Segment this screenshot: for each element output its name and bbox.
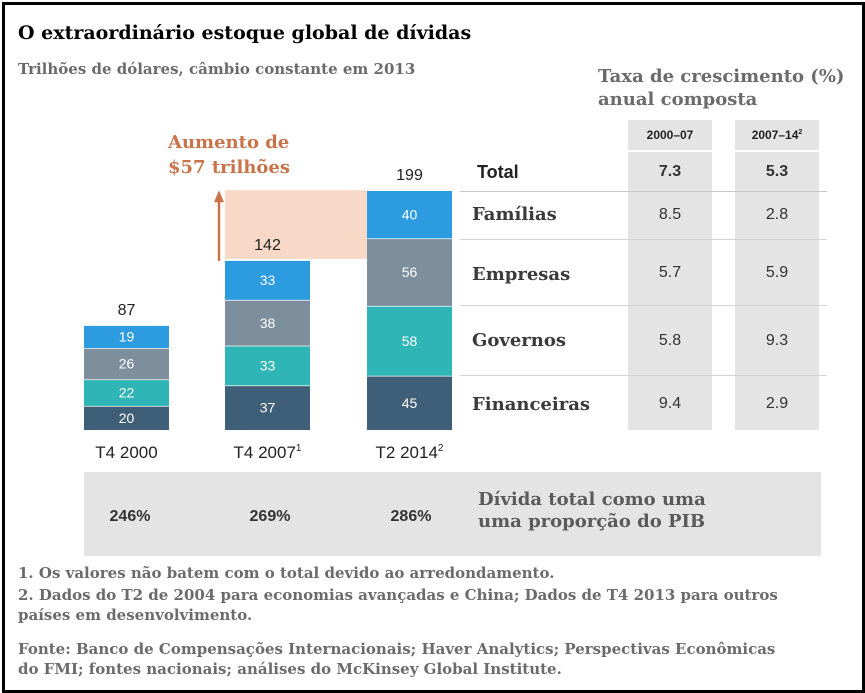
gdp-value-2014: 286% (390, 508, 432, 525)
growth-total-2007-14: 5.3 (765, 163, 789, 180)
bar-segment-famílias (367, 190, 452, 239)
growth-governos-2007-14: 9.3 (765, 332, 789, 349)
footnote-2-line2: países em desenvolvimento. (18, 606, 253, 624)
bar-value-label: 19 (119, 329, 135, 345)
footnote-1: 1. Os valores não batem com o total devi… (18, 564, 555, 582)
growth-head-sep1 (628, 150, 712, 152)
chart-subtitle: Trilhões de dólares, câmbio constante em… (18, 60, 416, 78)
growth-table-title: Taxa de crescimento (%) anual composta (598, 65, 844, 111)
source-note-line1: Fonte: Banco de Compensações Internacion… (18, 640, 776, 658)
growth-col2-head: 2007–142 (751, 128, 803, 142)
growth-table-title-line2: anual composta (598, 89, 758, 110)
growth-empresas-2007-14: 5.9 (765, 264, 789, 281)
bar-segment-financeiras (225, 385, 310, 430)
bar-value-label: 37 (260, 400, 276, 416)
bar-value-label: 33 (260, 272, 276, 288)
bar-segment-financeiras (84, 405, 169, 430)
growth-col1-bg (628, 120, 712, 430)
category-label-empresas: Empresas (472, 264, 571, 285)
category-label-financeiras: Financeiras (472, 394, 590, 415)
bar-segment-governos (367, 305, 452, 376)
source-note-line2: do FMI; fontes nacionais; análises do Mc… (18, 660, 562, 678)
growth-total-2000-07: 7.3 (658, 163, 682, 180)
bar-value-label: 45 (402, 395, 418, 411)
source-note: Fonte: Banco de Compensações Internacion… (18, 639, 775, 679)
growth-row-line (460, 191, 827, 192)
chart-title: O extraordinário estoque global de dívid… (18, 22, 472, 44)
bar-value-label: 33 (260, 358, 276, 374)
gdp-row-bg (84, 472, 821, 556)
increase-arrow-head (214, 190, 224, 203)
bar-segment-governos (225, 345, 310, 386)
bar-value-label: 22 (119, 385, 135, 401)
category-label-governos: Governos (472, 330, 566, 351)
growth-row-line (460, 305, 827, 306)
growth-financeiras-2000-07: 9.4 (658, 395, 682, 412)
bar-segment-empresas (367, 238, 452, 306)
growth-row-line (460, 375, 827, 376)
x-tick-label: T4 20071 (234, 443, 302, 462)
category-label-familias: Famílias (472, 204, 557, 225)
growth-empresas-2000-07: 5.7 (658, 264, 682, 281)
growth-col1-head: 2000–07 (646, 128, 694, 142)
gdp-row-label: Dívida total como uma uma proporção do P… (478, 489, 706, 533)
x-tick-label: T2 20142 (376, 443, 444, 462)
stacked-bar-chart: 20 22 26 19 87 T4 2000 37 33 38 33 142 T4 20071 45 58… (84, 167, 452, 462)
bar-total-label: 199 (396, 167, 423, 184)
bar-value-label: 26 (119, 356, 135, 372)
bar-segment-famílias (84, 325, 169, 349)
growth-total-label: Total (477, 162, 519, 182)
bar-total-label: 87 (118, 302, 136, 319)
growth-financeiras-2007-14: 2.9 (765, 395, 789, 412)
growth-head-sep2 (735, 150, 819, 152)
bar-value-label: 20 (119, 410, 135, 426)
bar-segment-empresas (84, 348, 169, 380)
increase-band (225, 190, 367, 259)
gdp-row-label-line2: uma proporção do PIB (478, 511, 706, 532)
growth-row-line (460, 239, 827, 240)
footnote-2-line1: 2. Dados do T2 de 2004 para economias av… (18, 586, 778, 604)
bar-value-label: 38 (260, 315, 276, 331)
gdp-row-label-line1: Dívida total como uma (478, 489, 706, 510)
growth-familias-2000-07: 8.5 (658, 206, 682, 223)
growth-table-title-line1: Taxa de crescimento (%) (598, 66, 845, 87)
bar-segment-financeiras (367, 375, 452, 430)
growth-col2-bg (735, 120, 819, 430)
gdp-value-2007: 269% (249, 508, 291, 525)
increase-annotation: Aumento de $57 trilhões (168, 130, 290, 180)
bar-value-label: 56 (402, 264, 418, 280)
growth-familias-2007-14: 2.8 (765, 206, 789, 223)
gdp-value-2000: 246% (109, 508, 151, 525)
bar-total-label: 142 (254, 237, 281, 254)
bar-segment-empresas (225, 299, 310, 346)
footnote-2: 2. Dados do T2 de 2004 para economias av… (18, 585, 778, 625)
growth-governos-2000-07: 5.8 (658, 332, 682, 349)
bar-segment-governos (84, 379, 169, 406)
x-tick-label: T4 2000 (95, 443, 157, 462)
bar-segment-famílias (225, 260, 310, 300)
bar-value-label: 58 (402, 333, 418, 349)
increase-annotation-line2: $57 trilhões (168, 157, 290, 178)
bar-value-label: 40 (402, 206, 418, 222)
increase-annotation-line1: Aumento de (168, 132, 290, 153)
